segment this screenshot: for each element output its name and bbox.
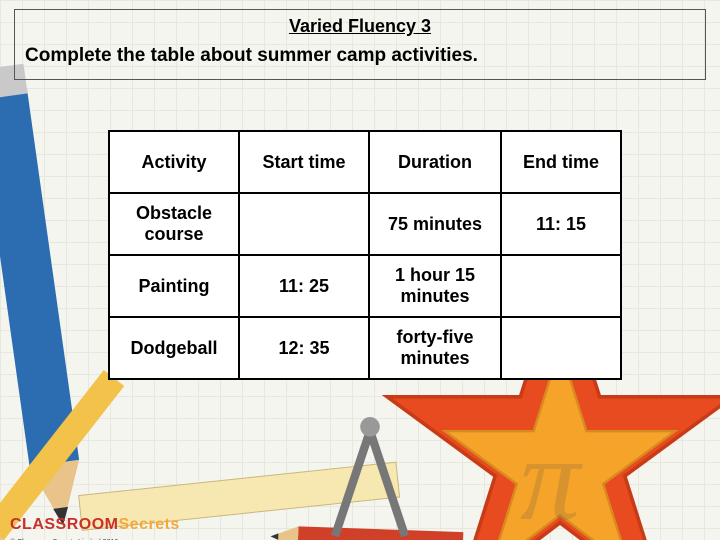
brand-logo: CLASSROOMSecrets (10, 516, 180, 534)
cell-start: 12: 35 (239, 317, 369, 379)
col-activity: Activity (109, 131, 239, 193)
col-end-time: End time (501, 131, 621, 193)
cell-duration: forty-five minutes (369, 317, 501, 379)
pi-symbol: π (520, 410, 580, 540)
cell-end: 11: 15 (501, 193, 621, 255)
cell-duration: 1 hour 15 minutes (369, 255, 501, 317)
cell-activity: Dodgeball (109, 317, 239, 379)
compass-icon (300, 410, 440, 540)
cell-end (501, 317, 621, 379)
cell-start (239, 193, 369, 255)
logo-part1: CLASSROOM (10, 516, 119, 533)
cell-activity: Painting (109, 255, 239, 317)
table-row: Obstacle course 75 minutes 11: 15 (109, 193, 621, 255)
table-header-row: Activity Start time Duration End time (109, 131, 621, 193)
cell-activity: Obstacle course (109, 193, 239, 255)
logo-part2: Secrets (119, 516, 180, 533)
slide-instruction: Complete the table about summer camp act… (15, 41, 705, 77)
cell-start: 11: 25 (239, 255, 369, 317)
col-start-time: Start time (239, 131, 369, 193)
col-duration: Duration (369, 131, 501, 193)
cell-end (501, 255, 621, 317)
table-row: Dodgeball 12: 35 forty-five minutes (109, 317, 621, 379)
cell-duration: 75 minutes (369, 193, 501, 255)
slide-frame: Varied Fluency 3 Complete the table abou… (14, 9, 706, 80)
table-row: Painting 11: 25 1 hour 15 minutes (109, 255, 621, 317)
activities-table: Activity Start time Duration End time Ob… (108, 130, 622, 380)
activities-table-wrap: Activity Start time Duration End time Ob… (108, 130, 622, 380)
slide-title: Varied Fluency 3 (15, 10, 705, 41)
